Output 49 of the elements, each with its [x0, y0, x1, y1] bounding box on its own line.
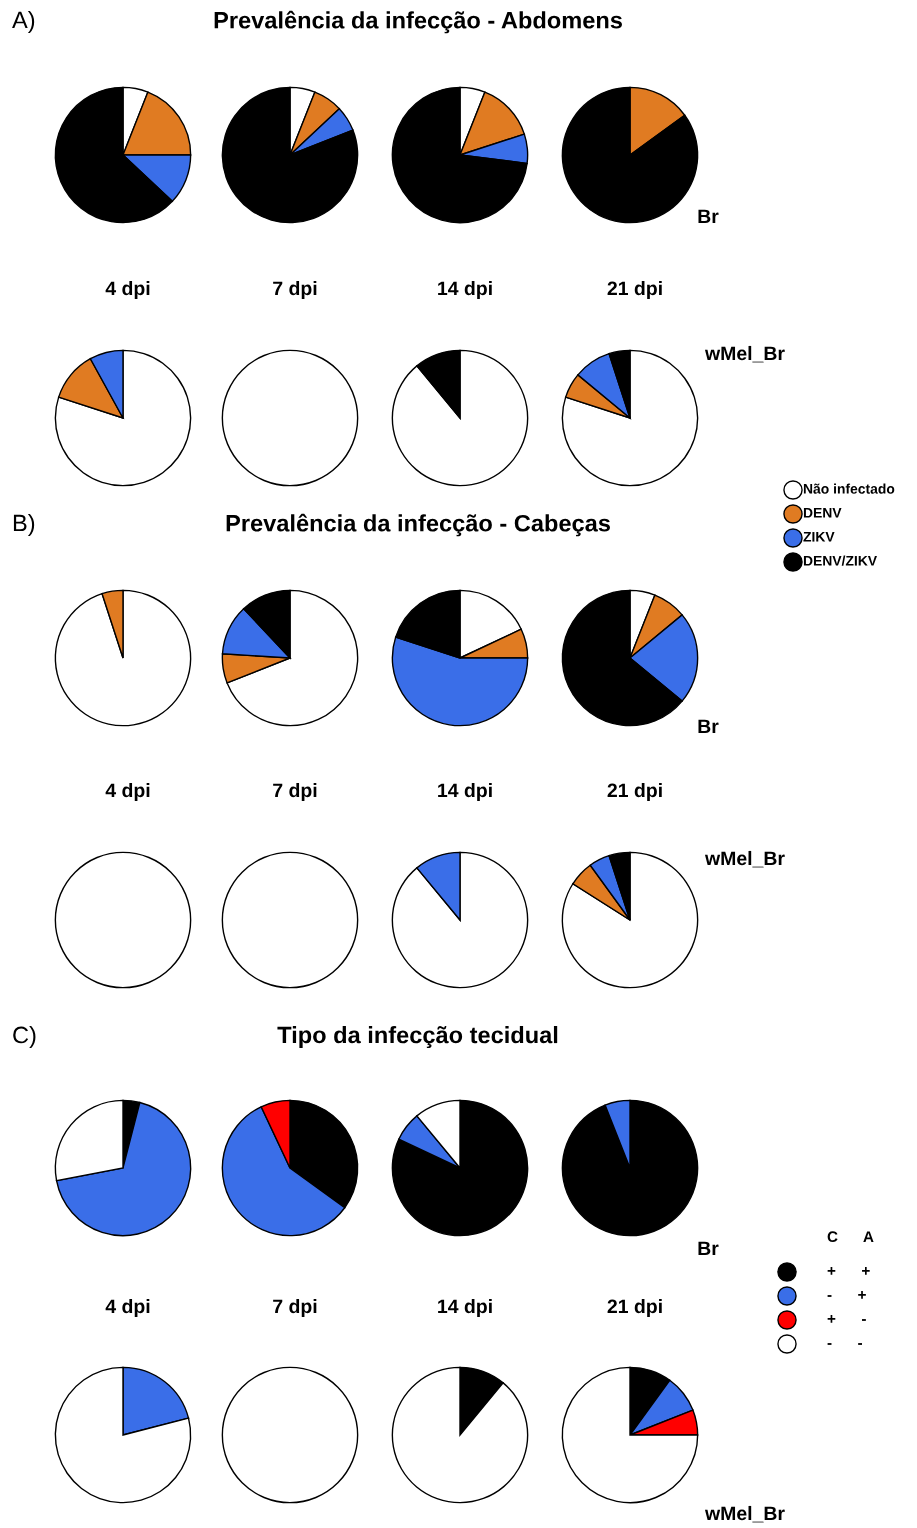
legend-label: + +	[827, 1266, 870, 1275]
legend-label: - -	[827, 1343, 863, 1345]
legend-label: ZIKV	[803, 532, 835, 542]
legend-label: DENV	[803, 508, 842, 518]
text: Br	[698, 1241, 719, 1256]
text: Prevalência da infecção - Cabeças	[226, 513, 610, 537]
pie-slice	[561, 349, 699, 487]
pie-slice	[561, 851, 699, 989]
text: wMel_Br	[704, 345, 785, 363]
text: wMel_Br	[704, 1505, 785, 1523]
legend-label: - +	[827, 1290, 866, 1299]
text: 7 dpi	[273, 1298, 317, 1318]
text: 4 dpi	[105, 782, 150, 802]
pie-slice	[391, 851, 529, 989]
legend-label: + -	[827, 1314, 866, 1323]
text: 7 dpi	[273, 782, 317, 802]
text: 14 dpi	[438, 782, 492, 802]
text: 21 dpi	[607, 1298, 662, 1318]
pie-slice	[221, 86, 359, 224]
text: 4 dpi	[105, 1298, 150, 1318]
text: C)	[13, 1025, 36, 1048]
text: Br	[698, 209, 719, 224]
pie-slice	[391, 86, 528, 224]
pie-slice	[55, 1101, 192, 1237]
pie-slice	[561, 1366, 699, 1504]
legend-title: C A	[827, 1231, 874, 1243]
pie-slice	[561, 86, 699, 224]
text: B)	[13, 513, 35, 536]
pie-slice	[561, 1099, 699, 1237]
text: A)	[12, 11, 35, 33]
pie-slice	[226, 589, 359, 727]
legend-label: Não infectado	[803, 483, 895, 494]
text: 21 dpi	[607, 782, 662, 802]
text: 21 dpi	[607, 280, 662, 300]
pie-slice	[54, 1366, 192, 1504]
pie-slice	[391, 349, 529, 487]
text: Prevalência da infecção - Abdomens	[214, 10, 622, 34]
pie-slice	[54, 589, 192, 727]
text: wMel_Br	[704, 850, 785, 868]
text: Br	[698, 719, 719, 734]
pie-slice	[391, 1366, 529, 1504]
pie-slice	[391, 1099, 529, 1237]
text: 7 dpi	[273, 280, 317, 300]
text: 14 dpi	[438, 280, 492, 300]
legend-label: DENV/ZIKV	[803, 555, 877, 566]
text: Tipo da infecção tecidual	[277, 1025, 558, 1049]
text: 14 dpi	[438, 1298, 492, 1318]
text: 4 dpi	[105, 280, 150, 300]
pie-slice	[54, 349, 192, 487]
